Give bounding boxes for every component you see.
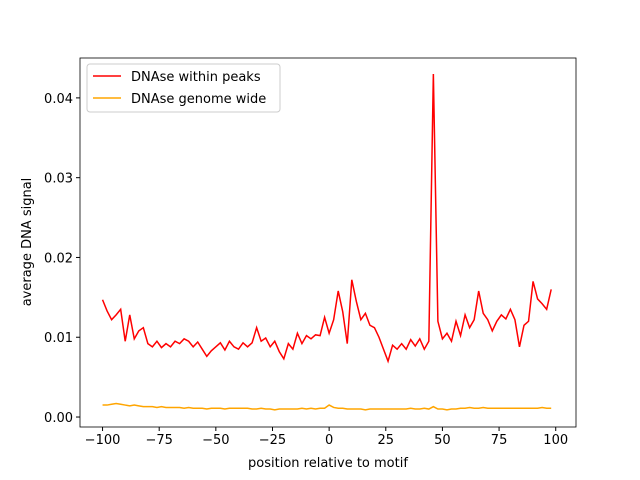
plot-frame xyxy=(79,57,577,428)
y-tick-label: 0.00 xyxy=(44,411,73,426)
y-tick-label: 0.03 xyxy=(44,172,73,187)
legend-label: DNAse within peaks xyxy=(131,70,261,85)
data-line xyxy=(102,402,552,411)
x-tick-label: 100 xyxy=(543,433,568,448)
x-axis-label: position relative to motif xyxy=(248,456,408,471)
legend-box xyxy=(86,63,281,113)
y-tick-label: 0.01 xyxy=(44,331,73,346)
x-tick-label: −100 xyxy=(85,433,121,448)
x-tick-label: −75 xyxy=(145,433,172,448)
x-tick-label: 0 xyxy=(325,433,333,448)
x-tick-label: −50 xyxy=(202,433,229,448)
legend-label: DNAse genome wide xyxy=(131,92,266,107)
x-tick-label: 50 xyxy=(434,433,451,448)
x-tick-label: −25 xyxy=(259,433,286,448)
y-axis-label: average DNA signal xyxy=(20,178,35,307)
y-tick-label: 0.02 xyxy=(44,251,73,266)
data-line xyxy=(101,73,552,364)
x-tick-label: 25 xyxy=(378,433,395,448)
x-tick-label: 75 xyxy=(491,433,508,448)
y-tick-label: 0.04 xyxy=(44,92,73,107)
